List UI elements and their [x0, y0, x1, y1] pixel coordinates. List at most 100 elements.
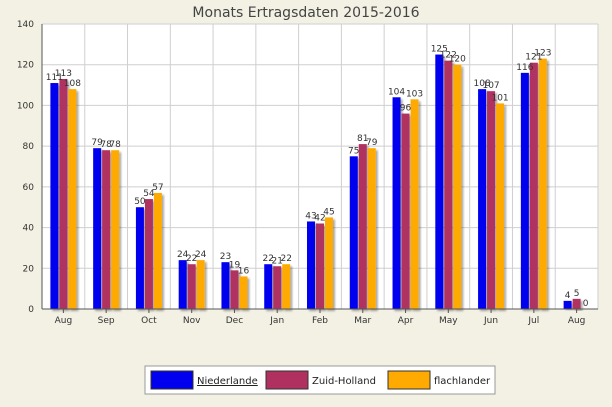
legend-label: Zuid-Holland: [312, 376, 376, 387]
bar-zuid-holland: [144, 199, 153, 309]
bar-niederlande: [221, 262, 230, 309]
x-tick-label: Aug: [568, 316, 586, 326]
bar-niederlande: [178, 260, 187, 309]
data-label: 103: [406, 89, 423, 99]
bar-niederlande: [349, 156, 358, 309]
data-label: 79: [91, 138, 103, 148]
x-tick-label: Oct: [141, 316, 157, 326]
data-label: 75: [348, 146, 359, 156]
data-label: 116: [516, 63, 533, 73]
x-tick-label: Sep: [98, 316, 115, 326]
bar-zuid-holland: [102, 150, 111, 309]
bar-niederlande: [307, 221, 315, 309]
legend-swatch: [265, 370, 309, 390]
x-tick-label: Jul: [527, 316, 539, 326]
x-tick-label: Nov: [183, 316, 201, 326]
data-label: 108: [64, 79, 81, 89]
x-tick-label: Jan: [269, 316, 284, 326]
chart-title: Monats Ertragsdaten 2015-2016: [192, 5, 419, 21]
x-tick-label: Aug: [55, 316, 73, 326]
data-label: 21: [272, 256, 283, 266]
data-label: 125: [431, 45, 448, 55]
bar-zuid-holland: [444, 60, 453, 310]
data-label: 50: [134, 197, 146, 207]
legend-label: flachlander: [434, 376, 491, 387]
legend-item-flachlander[interactable]: flachlander: [387, 370, 491, 390]
x-tick-label: May: [439, 316, 458, 326]
data-label: 22: [263, 254, 274, 264]
bar-zuid-holland: [273, 266, 282, 309]
data-label: 96: [400, 104, 412, 114]
data-label: 19: [229, 260, 241, 270]
bar-flachlander: [196, 260, 205, 309]
bar-niederlande: [135, 207, 144, 309]
data-label: 101: [491, 93, 508, 103]
y-tick-label: 80: [23, 142, 35, 152]
bar-zuid-holland: [572, 298, 581, 309]
x-tick-label: Dec: [226, 316, 243, 326]
bar-zuid-holland: [529, 62, 538, 309]
y-tick-label: 120: [17, 61, 34, 71]
bar-zuid-holland: [316, 223, 324, 309]
bar-flachlander: [68, 89, 77, 310]
data-label: 122: [440, 51, 457, 61]
data-label: 57: [152, 183, 163, 193]
data-label: 22: [281, 254, 292, 264]
legend-swatch: [150, 370, 194, 390]
data-label: 121: [525, 53, 542, 63]
data-label: 43: [305, 211, 316, 221]
data-label: 16: [238, 266, 250, 276]
data-label: 104: [388, 87, 405, 97]
y-tick-label: 20: [23, 264, 35, 274]
bar-flachlander: [282, 264, 291, 309]
bar-niederlande: [392, 97, 401, 310]
bar-flachlander: [239, 276, 248, 309]
y-axis: 0 20 40 60 80 100 120 140: [17, 20, 43, 315]
bar-zuid-holland: [59, 78, 68, 309]
bar-flachlander: [325, 217, 333, 309]
data-label: 81: [357, 134, 368, 144]
bar-niederlande: [93, 148, 102, 309]
bar-flachlander: [538, 58, 547, 309]
legend-item-zuid-holland[interactable]: Zuid-Holland: [265, 370, 376, 390]
data-label: 23: [220, 252, 231, 262]
bars: [50, 54, 581, 310]
x-tick-label: Feb: [312, 316, 328, 326]
data-label: 108: [473, 79, 490, 89]
data-label: 111: [46, 73, 63, 83]
data-label: 5: [574, 289, 580, 299]
data-label: 24: [195, 250, 207, 260]
bar-zuid-holland: [358, 144, 367, 309]
bar-flachlander: [367, 148, 376, 309]
data-label: 54: [143, 189, 155, 199]
data-label: 123: [534, 49, 551, 59]
data-label: 45: [323, 207, 334, 217]
y-tick-label: 40: [23, 224, 35, 234]
bar-niederlande: [478, 89, 487, 310]
data-label: 113: [55, 69, 72, 79]
data-label: 79: [366, 138, 378, 148]
x-axis: Aug Sep Oct Nov Dec Jan Feb Mar Apr May Jun Jul Aug: [42, 308, 598, 326]
bar-niederlande: [563, 300, 572, 309]
legend-swatch: [387, 370, 431, 390]
bar-flachlander: [153, 192, 162, 309]
bar-flachlander: [111, 150, 120, 309]
bar-zuid-holland: [230, 270, 239, 309]
x-tick-label: Apr: [398, 316, 414, 326]
legend-label: Niederlande: [197, 376, 258, 387]
bar-flachlander: [453, 64, 462, 309]
data-label: 24: [177, 250, 189, 260]
data-label: 78: [100, 140, 112, 150]
bar-niederlande: [264, 264, 273, 309]
data-label: 120: [449, 55, 466, 65]
bar-flachlander: [410, 99, 419, 309]
bar-zuid-holland: [187, 264, 196, 309]
data-label: 4: [565, 291, 571, 301]
x-tick-label: Jun: [483, 316, 498, 326]
data-label: 78: [109, 140, 121, 150]
bar-zuid-holland: [401, 113, 410, 309]
legend-item-niederlande[interactable]: Niederlande: [150, 370, 258, 390]
data-label: 42: [314, 214, 325, 224]
